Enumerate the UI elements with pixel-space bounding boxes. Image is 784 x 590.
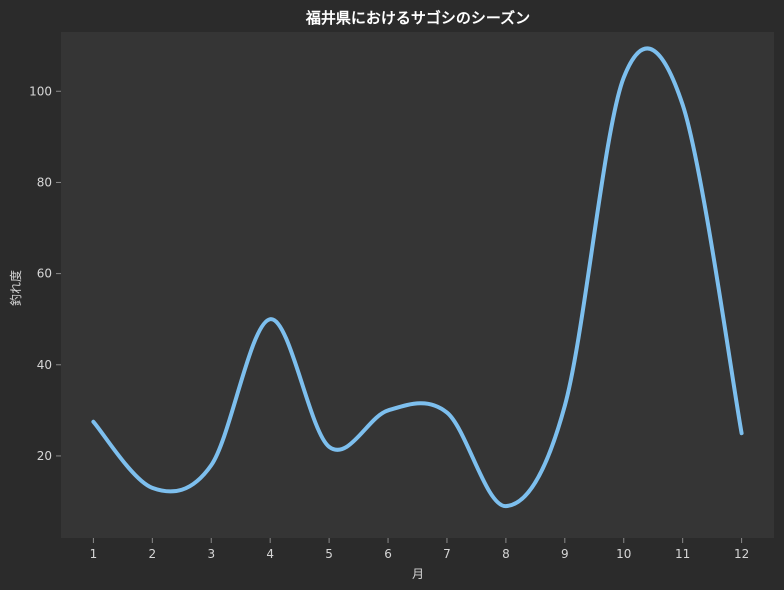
x-axis-label: 月 bbox=[412, 567, 424, 581]
y-tick-label: 20 bbox=[37, 449, 52, 463]
x-tick-label: 3 bbox=[207, 547, 215, 561]
x-axis-ticks: 1 2 3 4 5 6 7 8 9 10 11 12 bbox=[90, 538, 749, 561]
x-tick-label: 9 bbox=[561, 547, 569, 561]
x-tick-label: 2 bbox=[149, 547, 157, 561]
x-tick-label: 7 bbox=[443, 547, 451, 561]
y-tick-label: 60 bbox=[37, 267, 52, 281]
x-tick-label: 5 bbox=[325, 547, 333, 561]
y-tick-label: 40 bbox=[37, 358, 52, 372]
x-tick-label: 8 bbox=[502, 547, 510, 561]
plot-area bbox=[61, 32, 774, 538]
x-tick-label: 12 bbox=[734, 547, 749, 561]
y-axis-label: 釣れ度 bbox=[8, 270, 23, 306]
y-tick-label: 80 bbox=[37, 175, 52, 189]
chart-title: 福井県におけるサゴシのシーズン bbox=[305, 9, 530, 27]
x-tick-label: 11 bbox=[675, 547, 690, 561]
y-axis-ticks: 20 40 60 80 100 bbox=[29, 84, 61, 463]
y-tick-label: 100 bbox=[29, 84, 52, 98]
series-line bbox=[91, 46, 744, 509]
x-tick-label: 4 bbox=[266, 547, 274, 561]
x-tick-label: 10 bbox=[616, 547, 631, 561]
x-tick-label: 6 bbox=[384, 547, 392, 561]
x-tick-label: 1 bbox=[90, 547, 98, 561]
